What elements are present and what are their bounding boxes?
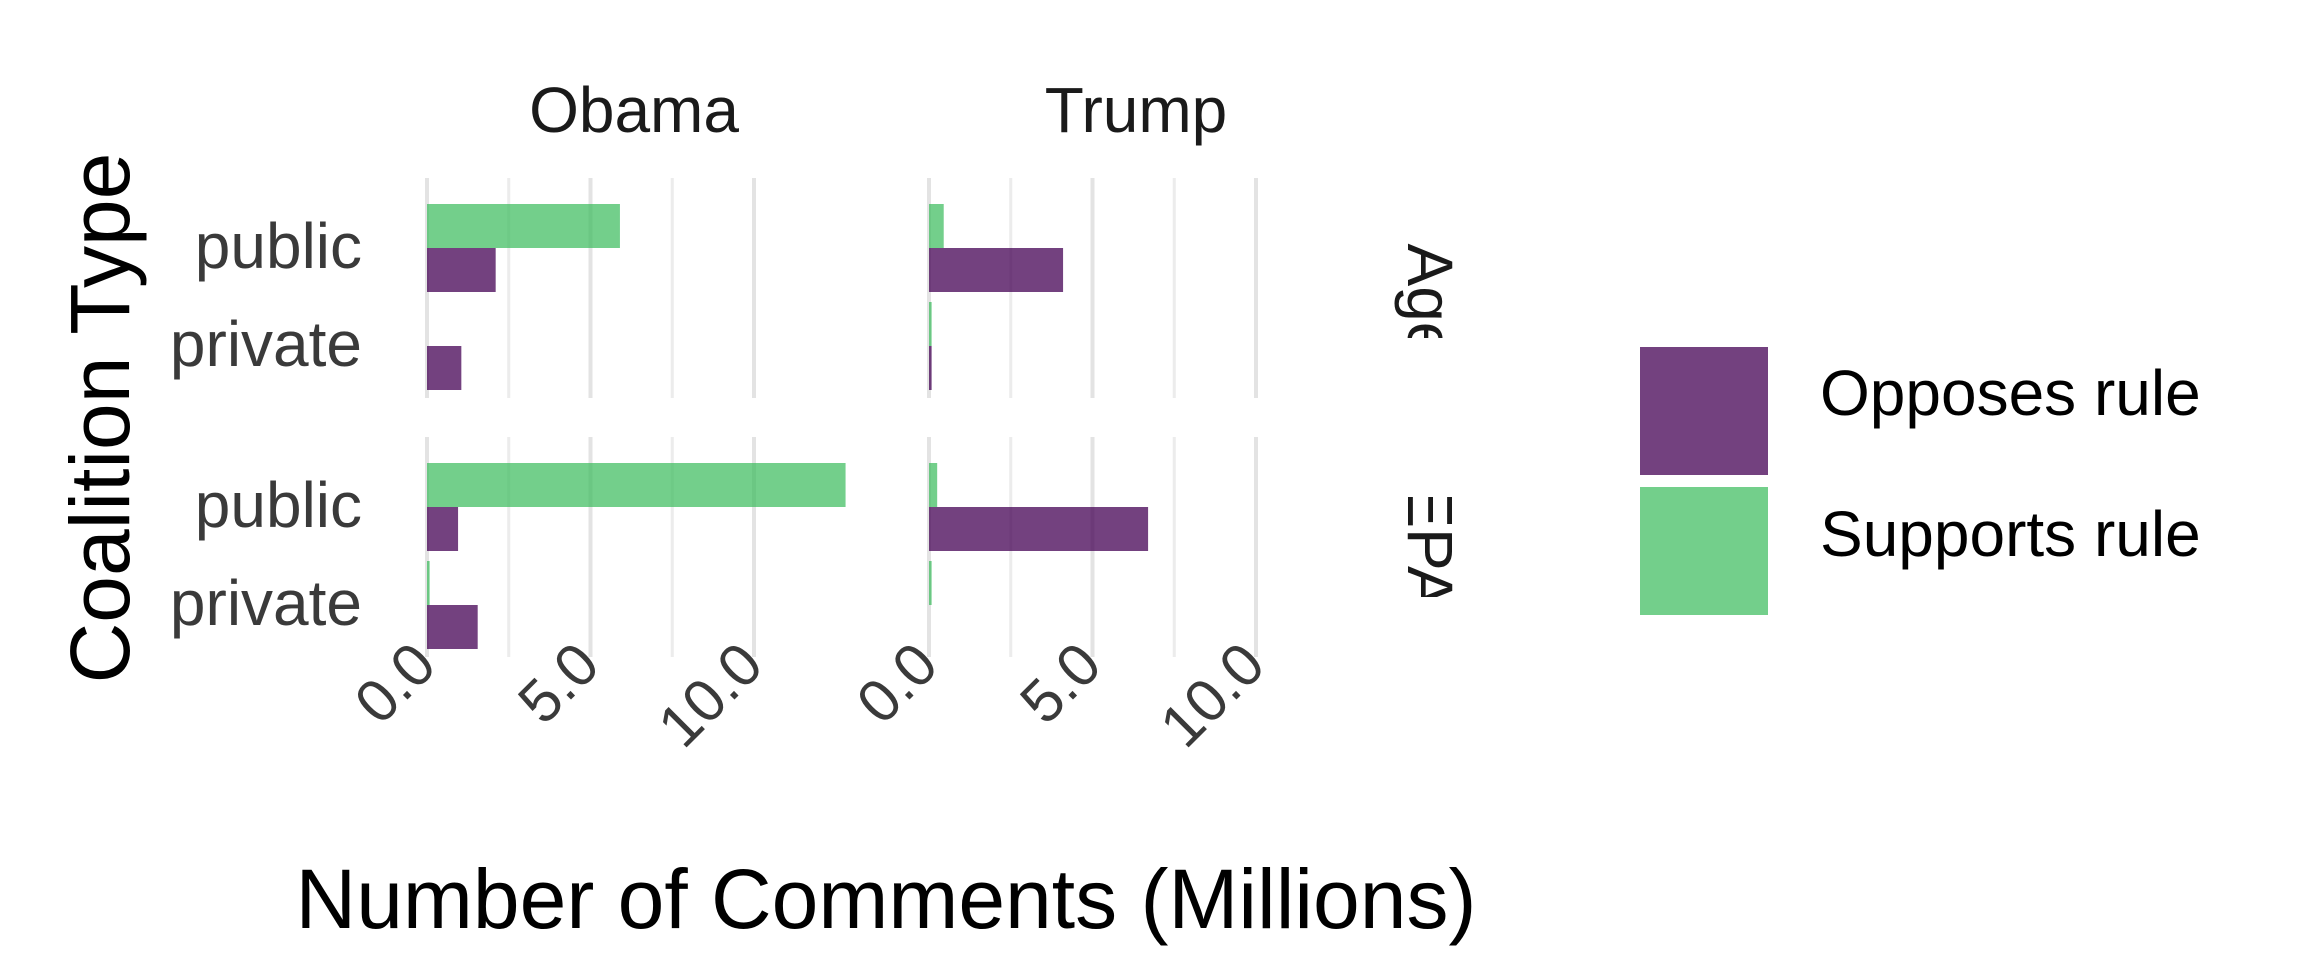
strip-label-epa: EPA <box>1394 485 1466 609</box>
y-tick-label-public: public <box>195 469 362 541</box>
strip-label-other-agencies: Other Agencies <box>1394 69 1466 507</box>
bar-obama-other-agencies-public-supports <box>427 204 620 248</box>
bar-trump-other-agencies-public-supports <box>929 204 944 248</box>
bar-obama-epa-private-supports <box>427 561 430 605</box>
bar-trump-other-agencies-private-supports <box>929 302 932 346</box>
y-tick-label-private: private <box>170 308 362 380</box>
y-tick-label-public: public <box>195 210 362 282</box>
bar-trump-epa-public-supports <box>929 463 938 507</box>
x-tick-label: 5.0 <box>505 630 611 736</box>
bar-obama-epa-public-supports <box>427 463 846 507</box>
y-axis-title: Coalition Type <box>53 153 147 684</box>
x-axis-title: Number of Comments (Millions) <box>296 852 1477 946</box>
bar-obama-epa-public-opposes <box>427 507 459 551</box>
bar-trump-epa-private-supports <box>929 561 932 605</box>
bar-obama-epa-private-opposes <box>427 605 478 649</box>
legend-key-opposes-rule <box>1640 347 1768 475</box>
bar-obama-other-agencies-private-opposes <box>427 346 462 390</box>
bar-trump-other-agencies-private-opposes <box>929 346 932 390</box>
legend-label-supports-rule: Supports rule <box>1820 498 2201 570</box>
strip-label-trump: Trump <box>1045 74 1228 146</box>
bar-trump-other-agencies-public-opposes <box>929 248 1064 292</box>
x-tick-label: 0.0 <box>844 630 950 736</box>
strip-label-obama: Obama <box>529 74 739 146</box>
legend-key-supports-rule <box>1640 487 1768 615</box>
y-tick-label-private: private <box>170 567 362 639</box>
x-tick-label: 5.0 <box>1007 630 1113 736</box>
bar-trump-epa-public-opposes <box>929 507 1149 551</box>
legend-label-opposes-rule: Opposes rule <box>1820 357 2201 429</box>
bar-obama-other-agencies-public-opposes <box>427 248 496 292</box>
